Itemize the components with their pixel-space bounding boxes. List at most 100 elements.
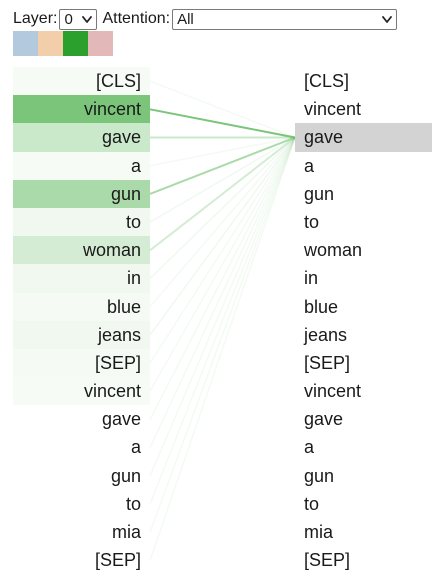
right-token-text: mia [304,522,334,542]
left-token-highlight [13,264,150,293]
left-token[interactable]: a [13,151,150,180]
head-swatch[interactable] [63,31,88,56]
left-token-text: mia [111,522,141,542]
left-token[interactable]: in [13,264,150,293]
layer-select[interactable]: 0 [59,8,98,30]
right-token[interactable]: gun [295,180,432,208]
left-token-text: a [130,155,141,176]
left-token[interactable]: gave [13,405,150,433]
right-token[interactable]: to [295,490,432,518]
right-token-text: to [304,493,320,514]
left-token[interactable]: [SEP] [13,546,150,574]
left-token-text: a [130,437,141,458]
right-token-text: woman [304,240,363,261]
right-token-text: a [304,155,315,176]
right-token-text: [CLS] [304,71,350,91]
attention-line [149,137,296,561]
right-token-text: gun [304,465,335,486]
right-token-text: gun [304,183,335,204]
layer-select-value: 0 [64,10,73,28]
left-token-text: gun [110,183,141,204]
attention-line [149,136,296,252]
left-token-highlight [13,179,150,208]
left-token-highlight [13,67,150,96]
right-token-text: a [304,437,315,458]
attention-line [149,137,296,477]
left-token-text: to [125,211,141,232]
attention-line [149,136,296,167]
attention-line [149,137,296,533]
left-token[interactable]: [CLS] [13,67,150,96]
attention-label: Attention: [102,10,171,27]
right-token[interactable]: [SEP] [295,349,432,377]
left-token-text: vincent [83,381,141,402]
left-token[interactable]: vincent [13,95,150,124]
head-swatch[interactable] [13,31,38,56]
left-token[interactable]: [SEP] [13,348,150,378]
right-token-text: [SEP] [304,550,351,571]
left-token[interactable]: a [13,433,150,461]
right-token[interactable]: gave [295,123,432,152]
right-token[interactable]: woman [295,236,432,264]
chevron-down-icon [382,15,392,23]
right-token[interactable]: blue [295,293,432,321]
layer-label: Layer: [13,10,58,27]
attention-line [149,137,296,336]
attention-line [149,137,296,505]
right-token[interactable]: in [295,264,432,292]
attention-line [149,137,296,392]
right-token[interactable]: mia [295,518,432,546]
left-token[interactable]: gun [13,179,150,208]
left-token-highlight [13,95,150,124]
left-token-text: jeans [97,324,141,345]
right-token-text: gave [304,409,344,430]
head-swatch[interactable] [88,31,113,56]
right-token-text: jeans [304,324,348,345]
right-token[interactable]: a [295,433,432,461]
right-token-highlight [295,123,432,152]
right-token-text: vincent [304,99,362,120]
right-token[interactable]: a [295,152,432,180]
attention-line [149,137,296,308]
left-token-text: [SEP] [94,550,141,571]
attention-line [149,136,296,195]
right-token[interactable]: gave [295,405,432,433]
head-swatch[interactable] [38,31,63,56]
right-token[interactable]: vincent [295,377,432,405]
right-token-text: blue [304,296,339,317]
left-token-column: [CLS] vincent gave a gun to woman in blue jeans [S… [13,67,150,574]
attention-controls: Layer: 0 Attention: All [13,8,398,30]
right-token-text: vincent [304,381,362,402]
left-token[interactable]: to [13,207,150,237]
right-token[interactable]: to [295,208,432,236]
attention-select-value: All [177,10,194,28]
right-token-column: [CLS] vincent gave a gun to woman in blue jeans [S… [295,67,432,574]
attention-line [149,137,296,449]
left-token[interactable]: vincent [13,377,150,406]
left-token[interactable]: woman [13,236,150,265]
head-color-swatches [13,31,113,56]
right-token[interactable]: gun [295,462,432,490]
left-token-text: vincent [83,99,141,120]
left-token-text: [CLS] [95,71,141,91]
left-token[interactable]: to [13,490,150,518]
left-token[interactable]: jeans [13,320,150,349]
left-token[interactable]: gave [13,123,150,152]
right-token[interactable]: [CLS] [295,67,432,95]
chevron-down-icon [82,15,93,23]
left-token-text: woman [82,240,141,261]
attention-line [149,137,296,420]
left-token[interactable]: mia [13,518,150,546]
right-token-text: [SEP] [304,352,351,373]
right-token-text: to [304,211,320,232]
left-token-text: gun [110,465,141,486]
right-token[interactable]: jeans [295,321,432,349]
right-token[interactable]: [SEP] [295,546,432,574]
right-token[interactable]: vincent [295,95,432,123]
left-token[interactable]: blue [13,292,150,321]
attention-select[interactable]: All [172,8,398,30]
right-token-text: in [304,268,319,289]
left-token[interactable]: gun [13,462,150,490]
attention-line [149,137,296,364]
left-token-highlight [13,123,150,152]
